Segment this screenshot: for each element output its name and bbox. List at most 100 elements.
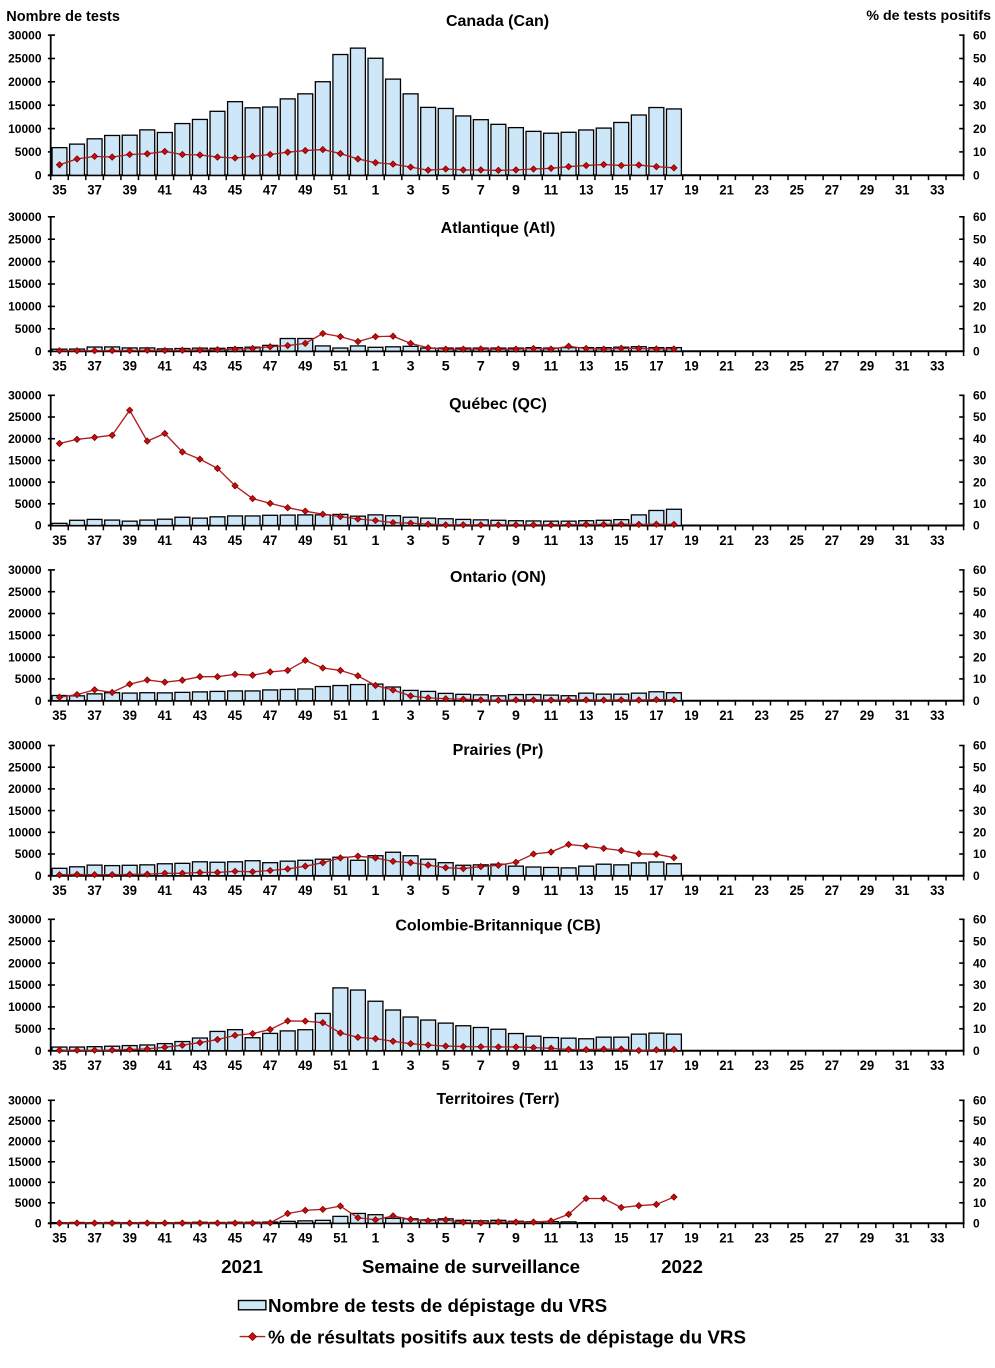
svg-text:21: 21 (719, 1231, 733, 1247)
svg-text:25: 25 (790, 1231, 804, 1247)
svg-text:19: 19 (684, 359, 698, 375)
svg-text:23: 23 (755, 708, 769, 724)
svg-text:1: 1 (372, 1231, 380, 1247)
svg-text:29: 29 (860, 183, 874, 199)
svg-text:21: 21 (719, 1058, 733, 1074)
svg-text:39: 39 (123, 708, 137, 724)
svg-text:5000: 5000 (15, 1022, 42, 1036)
svg-text:45: 45 (228, 708, 242, 724)
svg-text:45: 45 (228, 1231, 242, 1247)
svg-text:17: 17 (649, 359, 663, 375)
svg-text:29: 29 (860, 1231, 874, 1247)
svg-text:50: 50 (973, 1114, 987, 1128)
svg-text:10000: 10000 (8, 826, 42, 840)
svg-text:19: 19 (684, 1231, 698, 1247)
svg-text:20: 20 (973, 1000, 987, 1014)
svg-text:10: 10 (973, 847, 987, 861)
svg-text:41: 41 (158, 1231, 172, 1247)
svg-text:20000: 20000 (8, 1135, 42, 1149)
svg-text:40: 40 (973, 782, 987, 796)
svg-text:50: 50 (973, 52, 987, 66)
svg-text:7: 7 (477, 359, 485, 375)
svg-text:7: 7 (477, 533, 485, 549)
svg-text:21: 21 (719, 359, 733, 375)
svg-text:1: 1 (372, 708, 380, 724)
svg-text:25000: 25000 (8, 232, 42, 246)
svg-text:5000: 5000 (15, 145, 42, 159)
svg-text:37: 37 (87, 708, 101, 724)
svg-text:0: 0 (973, 344, 980, 358)
svg-text:33: 33 (930, 1231, 944, 1247)
svg-text:35: 35 (52, 883, 66, 899)
svg-text:20000: 20000 (8, 607, 42, 621)
svg-text:% de résultats positifs aux te: % de résultats positifs aux tests de dép… (268, 1326, 746, 1347)
svg-text:20: 20 (973, 1176, 987, 1190)
svg-text:40: 40 (973, 607, 987, 621)
svg-text:30000: 30000 (8, 739, 42, 753)
svg-text:60: 60 (973, 739, 987, 753)
svg-text:23: 23 (755, 533, 769, 549)
svg-text:25000: 25000 (8, 760, 42, 774)
svg-text:43: 43 (193, 533, 207, 549)
svg-text:15000: 15000 (8, 804, 42, 818)
svg-text:2022: 2022 (661, 1256, 703, 1277)
svg-text:31: 31 (895, 708, 909, 724)
svg-text:37: 37 (87, 183, 101, 199)
svg-text:27: 27 (825, 883, 839, 899)
svg-text:1: 1 (372, 1058, 380, 1074)
svg-text:25: 25 (790, 883, 804, 899)
svg-text:0: 0 (35, 694, 42, 708)
svg-text:33: 33 (930, 1058, 944, 1074)
svg-text:13: 13 (579, 1058, 593, 1074)
svg-text:25: 25 (790, 359, 804, 375)
svg-text:49: 49 (298, 883, 312, 899)
svg-text:33: 33 (930, 183, 944, 199)
svg-text:37: 37 (87, 1058, 101, 1074)
svg-text:25: 25 (790, 183, 804, 199)
svg-text:11: 11 (544, 708, 559, 724)
svg-text:33: 33 (930, 533, 944, 549)
svg-text:37: 37 (87, 359, 101, 375)
svg-text:35: 35 (52, 359, 66, 375)
svg-text:47: 47 (263, 1058, 277, 1074)
svg-text:5: 5 (442, 1058, 450, 1074)
svg-text:47: 47 (263, 359, 277, 375)
svg-text:29: 29 (860, 533, 874, 549)
svg-text:35: 35 (52, 708, 66, 724)
svg-text:5: 5 (442, 183, 450, 199)
svg-text:27: 27 (825, 359, 839, 375)
svg-text:35: 35 (52, 533, 66, 549)
svg-text:Colombie-Britannique (CB): Colombie-Britannique (CB) (395, 917, 600, 934)
svg-text:45: 45 (228, 533, 242, 549)
svg-text:9: 9 (512, 1058, 520, 1074)
svg-text:Atlantique (Atl): Atlantique (Atl) (441, 220, 556, 237)
svg-text:15: 15 (614, 1231, 628, 1247)
svg-text:47: 47 (263, 533, 277, 549)
svg-text:51: 51 (333, 708, 347, 724)
svg-text:60: 60 (973, 563, 987, 577)
svg-text:20000: 20000 (8, 255, 42, 269)
svg-text:20000: 20000 (8, 782, 42, 796)
svg-text:Ontario (ON): Ontario (ON) (450, 569, 546, 586)
svg-text:0: 0 (35, 869, 42, 883)
svg-text:60: 60 (973, 1094, 987, 1108)
svg-text:39: 39 (123, 883, 137, 899)
svg-text:39: 39 (123, 183, 137, 199)
svg-text:50: 50 (973, 232, 987, 246)
svg-text:20: 20 (973, 300, 987, 314)
svg-text:45: 45 (228, 183, 242, 199)
svg-text:11: 11 (544, 1231, 559, 1247)
svg-text:Canada (Can): Canada (Can) (446, 13, 549, 30)
svg-text:47: 47 (263, 883, 277, 899)
svg-text:25000: 25000 (8, 1114, 42, 1128)
svg-text:37: 37 (87, 883, 101, 899)
svg-text:35: 35 (52, 183, 66, 199)
svg-text:51: 51 (333, 533, 347, 549)
svg-text:1: 1 (372, 183, 380, 199)
svg-text:20000: 20000 (8, 956, 42, 970)
svg-text:20: 20 (973, 475, 987, 489)
svg-text:23: 23 (755, 359, 769, 375)
svg-text:15: 15 (614, 183, 628, 199)
svg-text:0: 0 (973, 169, 980, 183)
svg-text:17: 17 (649, 533, 663, 549)
